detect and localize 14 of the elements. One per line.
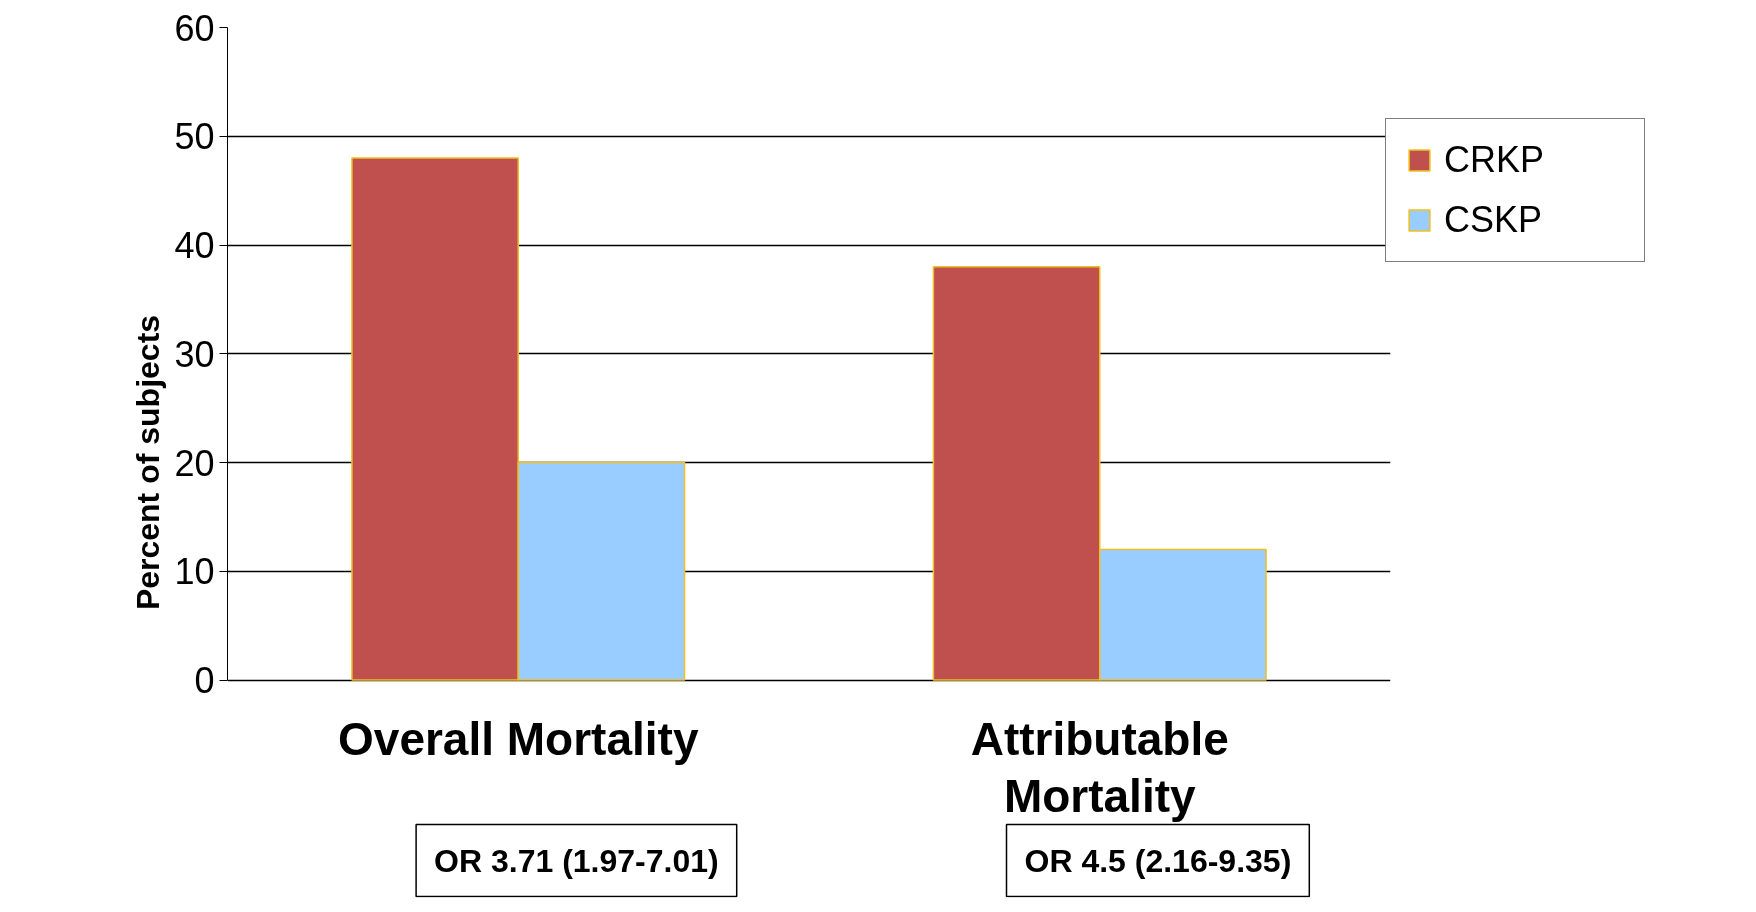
- y-tick-label: 20: [174, 442, 215, 484]
- y-tick-label: 10: [174, 551, 215, 593]
- y-tick-label: 50: [174, 116, 215, 158]
- y-tick-label: 60: [174, 7, 215, 49]
- legend-label: CRKP: [1444, 139, 1546, 181]
- text: OR 4.5 (2.16-9.35): [1024, 842, 1292, 879]
- x-tick-label: Attributable Mortality: [970, 712, 1229, 822]
- y-axis-title: Percent of subjects: [130, 314, 167, 611]
- y-tick-label: 30: [174, 333, 215, 375]
- y-tick-label: 40: [174, 225, 215, 266]
- legend-label: CSKP: [1444, 199, 1544, 241]
- y-tick-label: 0: [194, 660, 215, 701]
- x-tick-label: Overall Mortality: [338, 712, 699, 765]
- text: OR 3.71 (1.97-7.01): [434, 842, 719, 879]
